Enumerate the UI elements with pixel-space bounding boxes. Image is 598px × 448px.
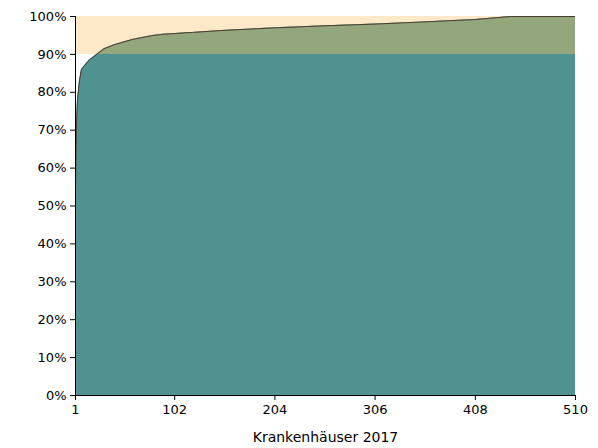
- svg-text:102: 102: [162, 402, 187, 417]
- svg-text:Krankenhäuser 2017: Krankenhäuser 2017: [253, 429, 399, 445]
- svg-text:40%: 40%: [38, 236, 67, 251]
- svg-text:20%: 20%: [38, 312, 67, 327]
- svg-text:306: 306: [363, 402, 388, 417]
- svg-text:100%: 100%: [29, 9, 66, 24]
- svg-text:510: 510: [563, 402, 588, 417]
- svg-text:10%: 10%: [38, 350, 67, 365]
- svg-text:204: 204: [262, 402, 287, 417]
- svg-text:408: 408: [463, 402, 488, 417]
- svg-text:60%: 60%: [38, 160, 67, 175]
- svg-text:30%: 30%: [38, 274, 67, 289]
- svg-text:50%: 50%: [38, 198, 67, 213]
- svg-text:0%: 0%: [46, 388, 67, 403]
- svg-text:70%: 70%: [38, 122, 67, 137]
- svg-text:90%: 90%: [38, 47, 67, 62]
- svg-text:80%: 80%: [38, 84, 67, 99]
- svg-text:1: 1: [71, 402, 79, 417]
